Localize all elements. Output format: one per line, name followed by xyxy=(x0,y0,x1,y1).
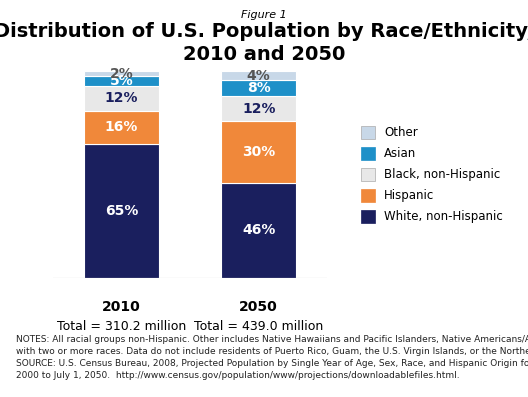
Bar xyxy=(221,121,297,183)
Bar xyxy=(83,111,159,144)
Text: 2010: 2010 xyxy=(102,300,141,314)
Text: Total = 310.2 million: Total = 310.2 million xyxy=(57,320,186,333)
Bar xyxy=(221,80,297,96)
Text: 16%: 16% xyxy=(105,120,138,134)
Text: 65%: 65% xyxy=(105,204,138,218)
Bar xyxy=(83,71,159,75)
Bar xyxy=(221,71,297,80)
Bar xyxy=(83,144,159,278)
Bar xyxy=(83,86,159,111)
Legend: Other, Asian, Black, non-Hispanic, Hispanic, White, non-Hispanic: Other, Asian, Black, non-Hispanic, Hispa… xyxy=(361,126,503,224)
Text: 12%: 12% xyxy=(242,102,276,116)
Text: 46%: 46% xyxy=(242,224,276,237)
Text: 12%: 12% xyxy=(105,91,138,105)
Text: Total = 439.0 million: Total = 439.0 million xyxy=(194,320,323,333)
Text: 8%: 8% xyxy=(247,81,270,95)
Text: 2%: 2% xyxy=(110,67,133,81)
Text: Figure 1: Figure 1 xyxy=(241,10,287,20)
Bar xyxy=(83,75,159,86)
Text: Distribution of U.S. Population by Race/Ethnicity,
2010 and 2050: Distribution of U.S. Population by Race/… xyxy=(0,22,528,64)
Text: 30%: 30% xyxy=(242,145,275,159)
Text: NOTES: All racial groups non-Hispanic. Other includes Native Hawaiians and Pacif: NOTES: All racial groups non-Hispanic. O… xyxy=(16,335,528,380)
Text: 5%: 5% xyxy=(110,74,133,88)
Bar xyxy=(221,183,297,278)
Bar xyxy=(221,96,297,121)
Text: 4%: 4% xyxy=(247,69,270,83)
Text: 2050: 2050 xyxy=(239,300,278,314)
